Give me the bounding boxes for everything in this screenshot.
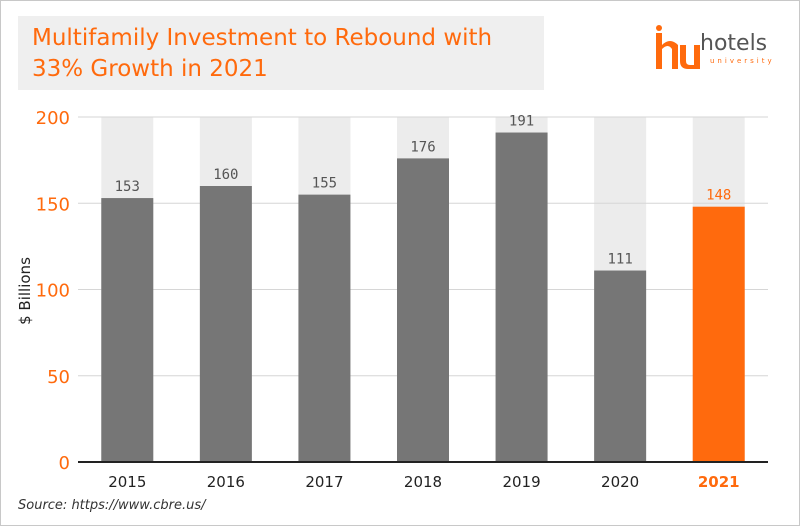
bar — [496, 133, 548, 462]
bar — [101, 198, 153, 462]
bar-value-label: 153 — [115, 179, 140, 195]
x-tick-label: 2016 — [207, 473, 245, 491]
bar-value-label: 160 — [213, 167, 238, 183]
y-tick-label: 200 — [36, 108, 70, 129]
bar — [594, 271, 646, 462]
y-tick-label: 0 — [59, 453, 70, 474]
y-tick-label: 50 — [47, 367, 70, 388]
x-tick-label: 2021 — [698, 473, 740, 491]
bar-value-label: 176 — [410, 139, 435, 155]
bar-value-label: 111 — [607, 252, 632, 268]
x-tick-label: 2017 — [305, 473, 343, 491]
x-tick-label: 2018 — [404, 473, 442, 491]
bar — [693, 207, 745, 462]
bar — [397, 158, 449, 462]
source-note: Source: https://www.cbre.us/ — [18, 498, 206, 513]
bar-value-label: 191 — [509, 114, 534, 130]
x-tick-label: 2015 — [108, 473, 146, 491]
bar-chart: 0 50 100 150 200 153 2015 160 2016 155 2017 176 2018… — [0, 0, 800, 526]
x-tick-label: 2019 — [502, 473, 540, 491]
bar-value-label: 155 — [312, 176, 337, 192]
bar — [200, 186, 252, 462]
x-tick-label: 2020 — [601, 473, 639, 491]
y-tick-label: 100 — [36, 281, 70, 302]
bar — [298, 195, 350, 462]
y-tick-label: 150 — [36, 194, 70, 215]
bar-value-label: 148 — [706, 188, 731, 204]
